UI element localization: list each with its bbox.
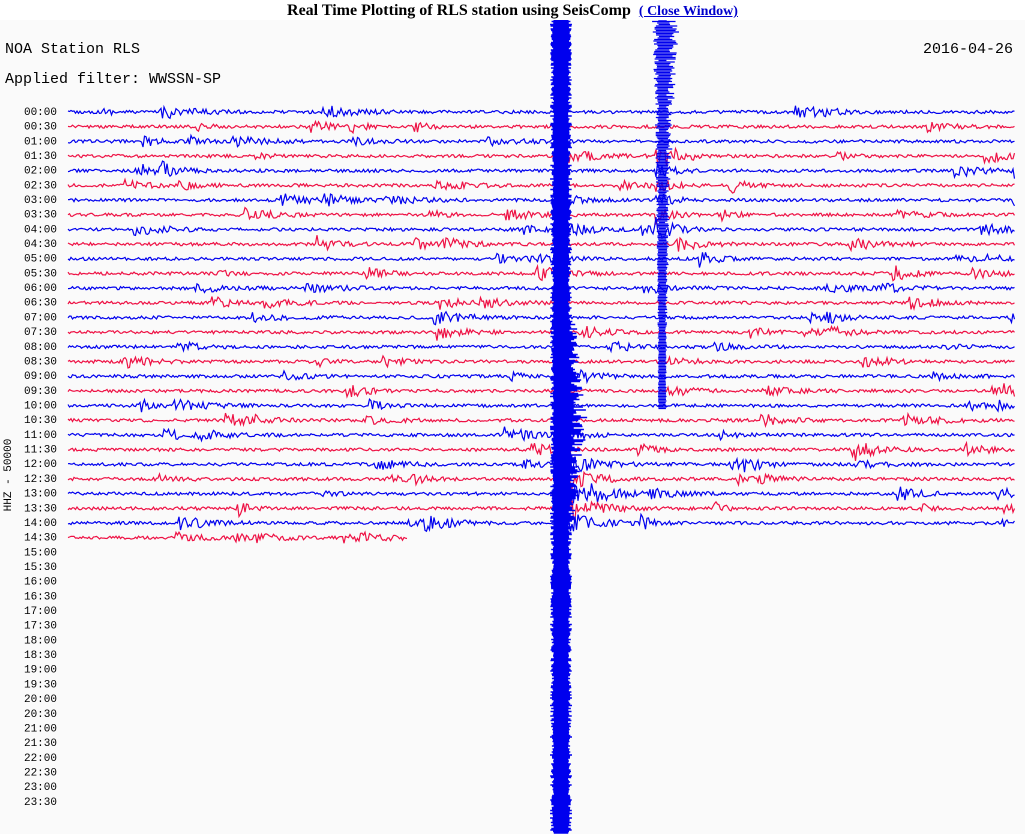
trace [67, 282, 1015, 295]
row-label: 07:30 [24, 327, 57, 339]
trace [67, 498, 1016, 520]
row-label: 10:00 [24, 401, 57, 413]
helicorder: NOA Station RLS 2016-04-26 Applied filte… [0, 20, 1025, 834]
trace [67, 426, 1015, 443]
row-label: 08:00 [24, 342, 57, 354]
header: Real Time Plotting of RLS station using … [0, 0, 1025, 22]
row-label: 21:30 [24, 738, 57, 750]
trace [67, 235, 1016, 253]
row-label: 16:30 [24, 591, 57, 603]
row-label: 17:00 [24, 606, 57, 618]
trace [67, 119, 1015, 135]
station: NOA Station RLS [5, 41, 140, 58]
row-label: 17:30 [24, 621, 57, 633]
row-label: 04:00 [24, 224, 57, 236]
trace [67, 146, 1016, 166]
trace [68, 193, 1016, 207]
filter: Applied filter: WWSSN-SP [5, 71, 221, 88]
row-label: 20:30 [24, 709, 57, 721]
event [652, 20, 679, 410]
row-label: 18:00 [24, 635, 57, 647]
row-label: 23:00 [24, 782, 57, 794]
row-label: 12:30 [24, 474, 57, 486]
trace [67, 310, 1016, 326]
trace [67, 252, 1015, 268]
trace [67, 530, 408, 544]
trace [67, 206, 1015, 226]
row-label: 00:30 [24, 122, 57, 134]
row-labels: 00:00 00:30 01:00 01:30 02:00 02:30 03:00 03:30… [24, 107, 57, 809]
row-label: 05:30 [24, 268, 57, 280]
row-label: 10:30 [24, 415, 57, 427]
row-label: 02:30 [24, 180, 57, 192]
row-label: 01:00 [24, 136, 57, 148]
row-label: 11:30 [24, 445, 57, 457]
trace [67, 470, 1015, 491]
trace [67, 217, 1015, 239]
trace [67, 397, 1015, 413]
row-label: 04:30 [24, 239, 57, 251]
row-label: 23:30 [24, 797, 57, 809]
title: Real Time Plotting of RLS station using … [287, 2, 631, 19]
trace [67, 263, 1015, 282]
row-label: 03:30 [24, 210, 57, 222]
date: 2016-04-26 [923, 41, 1013, 58]
row-label: 01:30 [24, 151, 57, 163]
trace [67, 354, 1015, 369]
row-label: 22:00 [24, 753, 57, 765]
trace [67, 160, 1016, 180]
row-label: 02:00 [24, 166, 57, 178]
row-label: 15:30 [24, 562, 57, 574]
row-label: 15:00 [24, 547, 57, 559]
trace [67, 324, 1015, 341]
row-label: 14:30 [24, 533, 57, 545]
trace [67, 512, 1015, 533]
row-label: 06:00 [24, 283, 57, 295]
trace [67, 368, 1016, 385]
row-label: 00:00 [24, 107, 57, 119]
trace [67, 440, 1015, 461]
row-label: 07:00 [24, 312, 57, 324]
row-label: 12:00 [24, 459, 57, 471]
row-label: 14:00 [24, 518, 57, 530]
trace [67, 177, 1015, 194]
channel: HHZ - 50000 [3, 439, 15, 512]
trace [67, 383, 1016, 399]
row-label: 21:00 [24, 723, 57, 735]
row-label: 19:00 [24, 665, 57, 677]
row-label: 06:30 [24, 298, 57, 310]
row-label: 22:30 [24, 768, 57, 780]
event [550, 20, 588, 834]
row-label: 09:30 [24, 386, 57, 398]
trace [67, 104, 1015, 120]
traces [67, 20, 1016, 834]
trace [67, 133, 1015, 148]
row-label: 18:30 [24, 650, 57, 662]
trace [67, 453, 1015, 475]
row-label: 20:00 [24, 694, 57, 706]
row-label: 08:30 [24, 356, 57, 368]
row-label: 03:00 [24, 195, 57, 207]
row-label: 16:00 [24, 577, 57, 589]
trace [67, 295, 1015, 312]
trace [67, 483, 1015, 504]
trace [67, 411, 1015, 428]
row-label: 19:30 [24, 679, 57, 691]
close-window-link[interactable]: ( Close Window) [638, 4, 738, 19]
row-label: 05:00 [24, 254, 57, 266]
row-label: 13:30 [24, 503, 57, 515]
row-label: 11:00 [24, 430, 57, 442]
row-label: 09:00 [24, 371, 57, 383]
trace [67, 340, 1015, 354]
row-label: 13:00 [24, 489, 57, 501]
